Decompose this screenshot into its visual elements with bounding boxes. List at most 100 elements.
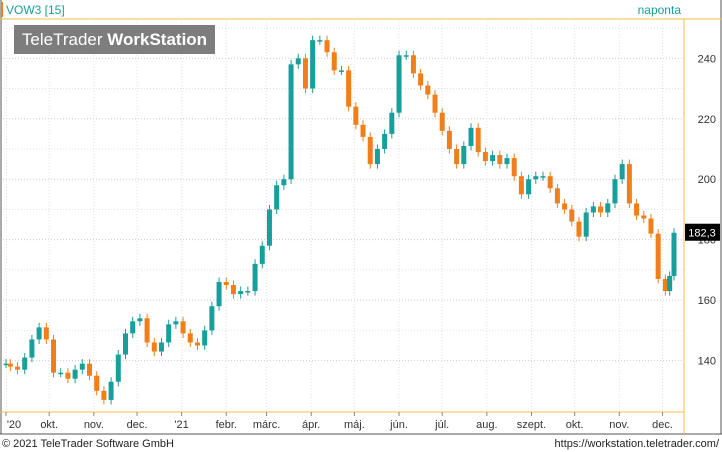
candle-body: [554, 188, 560, 204]
candle-body: [202, 330, 208, 346]
series-marker: [1, 2, 3, 17]
candle-body: [526, 179, 532, 195]
candle-body: [468, 127, 474, 146]
source-url[interactable]: https://workstation.teletrader.com/: [554, 438, 719, 450]
candle-body: [648, 218, 654, 234]
candle-body: [490, 155, 496, 162]
candle-body: [396, 55, 402, 113]
candle-body: [158, 342, 164, 352]
candle-body: [259, 245, 265, 264]
candle-body: [454, 148, 460, 165]
candle-body: [367, 136, 373, 165]
candle-body: [266, 209, 272, 246]
candle-body: [569, 209, 575, 222]
candle-body: [346, 70, 352, 107]
candle-body: [79, 363, 85, 370]
y-tick-label: 220: [698, 114, 716, 126]
candle-body: [65, 372, 71, 379]
candle-body: [403, 55, 409, 57]
candle-body: [302, 58, 308, 89]
x-tick-label: nov.: [84, 419, 104, 431]
candle-body: [598, 206, 604, 213]
candle-body: [209, 306, 215, 331]
x-tick-label: máj.: [344, 419, 365, 431]
candle-body: [87, 363, 92, 376]
candle-body: [518, 176, 524, 195]
candle-body: [187, 333, 193, 343]
candle-body: [58, 372, 64, 375]
candle-body: [295, 58, 301, 65]
candle-body: [605, 203, 611, 213]
candle-body: [626, 164, 632, 204]
candle-body: [410, 55, 416, 74]
x-tick-label: dec.: [652, 419, 673, 431]
instrument-symbol[interactable]: VOW3 [15]: [6, 3, 65, 17]
x-tick-label: dec.: [127, 419, 148, 431]
x-tick-label: márc.: [253, 419, 281, 431]
candle-body: [130, 321, 136, 334]
candle-body: [51, 339, 57, 373]
candle-body: [619, 164, 625, 180]
candle-body: [137, 318, 143, 322]
candle-body: [641, 215, 647, 219]
candle-body: [3, 363, 9, 366]
candle-body: [281, 179, 287, 186]
candle-body: [173, 321, 179, 325]
candle-body: [461, 145, 467, 165]
candle-body: [353, 106, 359, 125]
candle-body: [540, 176, 546, 178]
x-tick-label: '21: [174, 419, 188, 431]
candle-body: [446, 130, 452, 149]
candle-body: [547, 176, 553, 189]
candle-body: [43, 327, 49, 340]
candle-body: [252, 263, 258, 292]
candle-body: [439, 112, 445, 131]
candle-body: [504, 158, 510, 165]
y-tick-label: 160: [698, 295, 716, 307]
candle-body: [634, 203, 640, 216]
logo-light-text: TeleTrader: [21, 30, 108, 49]
candle-body: [590, 206, 596, 213]
candle-body: [7, 363, 13, 367]
candle-body: [662, 278, 668, 292]
candle-body: [108, 381, 114, 400]
candle-body: [655, 233, 661, 279]
candle-body: [122, 333, 128, 355]
x-tick-label: okt.: [566, 419, 584, 431]
x-tick-label: júl.: [434, 419, 449, 431]
candle-body: [317, 40, 323, 42]
candle-body: [338, 70, 344, 72]
candle-body: [245, 291, 251, 293]
x-tick-label: szept.: [517, 419, 546, 431]
candle-body: [22, 357, 28, 370]
x-tick-label: nov.: [609, 419, 629, 431]
candle-body: [667, 275, 673, 292]
copyright-text: © 2021 TeleTrader Software GmbH: [2, 438, 174, 450]
candle-body: [144, 318, 150, 343]
candle-body: [94, 375, 100, 391]
candle-body: [72, 369, 78, 379]
x-tick-label: '20: [7, 419, 21, 431]
candle-body: [29, 339, 35, 358]
teletrader-logo: TeleTrader WorkStation: [14, 25, 215, 54]
interval-label[interactable]: naponta: [637, 3, 681, 17]
candle-body: [432, 94, 438, 113]
y-tick-label: 240: [698, 53, 716, 65]
candle-body: [382, 133, 388, 149]
last-value-bg: [685, 223, 720, 241]
candle-body: [180, 321, 186, 334]
candle-body: [288, 64, 294, 180]
last-value-label: 182,3: [688, 228, 716, 240]
candle-body: [511, 158, 517, 177]
y-tick-label: 140: [698, 356, 716, 368]
candle-body: [360, 124, 366, 137]
candle-body: [274, 185, 280, 210]
candle-body: [389, 112, 395, 134]
candle-body: [151, 342, 157, 352]
candle-body: [36, 327, 42, 340]
candle-body: [418, 73, 424, 86]
candle-body: [374, 148, 380, 165]
candle-body: [238, 291, 244, 295]
